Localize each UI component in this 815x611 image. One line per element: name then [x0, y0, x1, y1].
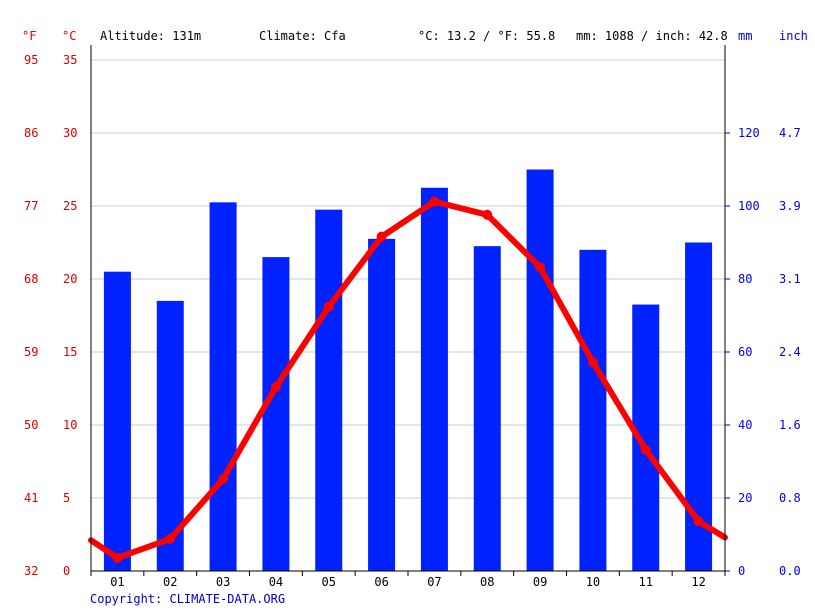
fahrenheit-tick-label: 95 [24, 53, 38, 67]
inch-tick-label: 0.8 [779, 491, 801, 505]
mm-unit-label: mm [738, 29, 752, 43]
mm-tick-label: 20 [738, 491, 752, 505]
month-tick-label: 11 [639, 575, 653, 589]
fahrenheit-tick-label: 32 [24, 564, 38, 578]
precipitation-bar [526, 169, 554, 571]
temperature-average-label: °C: 13.2 / °F: 55.8 [418, 29, 555, 43]
celsius-tick-label: 15 [63, 345, 77, 359]
precipitation-bar [103, 271, 131, 571]
mm-tick-label: 40 [738, 418, 752, 432]
month-tick-label: 07 [427, 575, 441, 589]
temperature-point [218, 474, 229, 485]
precipitation-total-label: mm: 1088 / inch: 42.8 [576, 29, 728, 43]
month-tick-label: 04 [269, 575, 283, 589]
month-tick-label: 01 [110, 575, 124, 589]
header: °F °C Altitude: 131m Climate: Cfa °C: 13… [22, 29, 808, 43]
temperature-point [112, 552, 123, 563]
precipitation-bar [420, 187, 448, 571]
temperature-point [376, 231, 387, 242]
celsius-tick-label: 35 [63, 53, 77, 67]
inch-tick-label: 4.7 [779, 126, 801, 140]
month-tick-label: 10 [586, 575, 600, 589]
precipitation-bar [368, 238, 396, 571]
month-tick-label: 02 [163, 575, 177, 589]
celsius-tick-label: 30 [63, 126, 77, 140]
fahrenheit-tick-label: 50 [24, 418, 38, 432]
inch-tick-label: 2.4 [779, 345, 801, 359]
mm-tick-label: 80 [738, 272, 752, 286]
month-tick-label: 03 [216, 575, 230, 589]
climate-label: Climate: Cfa [259, 29, 346, 43]
mm-tick-label: 120 [738, 126, 760, 140]
inch-tick-label: 1.6 [779, 418, 801, 432]
celsius-tick-label: 20 [63, 272, 77, 286]
celsius-tick-label: 5 [63, 491, 70, 505]
month-tick-label: 08 [480, 575, 494, 589]
mm-tick-label: 60 [738, 345, 752, 359]
precipitation-bar [262, 257, 290, 571]
fahrenheit-tick-label: 77 [24, 199, 38, 213]
axes [90, 45, 730, 576]
celsius-tick-label: 10 [63, 418, 77, 432]
temperature-point [270, 382, 281, 393]
celsius-tick-label: 25 [63, 199, 77, 213]
inch-tick-label: 3.1 [779, 272, 801, 286]
grid-lines [91, 59, 725, 499]
tick-labels: 0 32 5 41 10 50 15 59 20 68 25 77 30 86 35 95 0 0.0 20 0.8 4… [24, 53, 801, 589]
temperature-point [640, 444, 651, 455]
mm-tick-label: 100 [738, 199, 760, 213]
temperature-point [587, 357, 598, 368]
fahrenheit-tick-label: 59 [24, 345, 38, 359]
temperature-series-line [88, 198, 728, 561]
copyright-link[interactable]: Copyright: CLIMATE-DATA.ORG [90, 592, 286, 606]
fahrenheit-tick-label: 41 [24, 491, 38, 505]
fahrenheit-unit-label: °F [22, 29, 36, 43]
month-tick-label: 06 [374, 575, 388, 589]
temperature-point [535, 262, 546, 273]
inch-tick-label: 0.0 [779, 564, 801, 578]
temperature-point [165, 533, 176, 544]
inch-tick-label: 3.9 [779, 199, 801, 213]
month-tick-label: 09 [533, 575, 547, 589]
temperature-line [88, 196, 728, 563]
precipitation-bar [685, 242, 713, 571]
mm-tick-label: 0 [738, 564, 745, 578]
month-tick-label: 12 [691, 575, 705, 589]
fahrenheit-tick-label: 86 [24, 126, 38, 140]
temperature-point [429, 196, 440, 207]
fahrenheit-tick-label: 68 [24, 272, 38, 286]
celsius-unit-label: °C [62, 29, 76, 43]
temperature-point [693, 516, 704, 527]
temperature-point [323, 301, 334, 312]
temperature-point [482, 209, 493, 220]
celsius-tick-label: 0 [63, 564, 70, 578]
inch-unit-label: inch [779, 29, 808, 43]
precipitation-bar [315, 209, 343, 571]
precipitation-bar [473, 246, 501, 571]
month-tick-label: 05 [322, 575, 336, 589]
precipitation-bars [103, 169, 713, 572]
altitude-label: Altitude: 131m [100, 29, 201, 43]
precipitation-bar [579, 249, 607, 572]
precipitation-bar [209, 202, 237, 571]
